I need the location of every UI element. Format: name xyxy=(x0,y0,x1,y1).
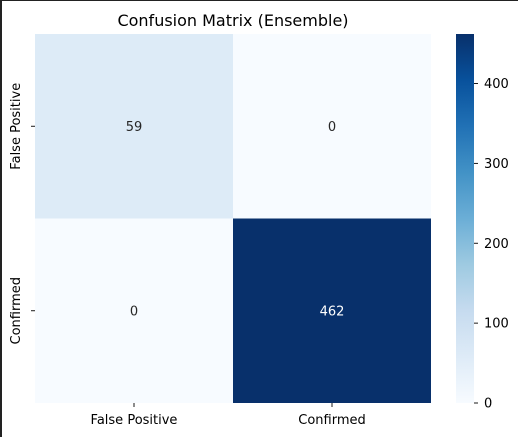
heatmap-cell xyxy=(233,218,431,403)
window-edge-top xyxy=(0,0,518,1)
colorbar-gradient xyxy=(456,34,474,403)
cell-value-label: 0 xyxy=(328,120,336,135)
heatmap-cell xyxy=(35,34,233,219)
y-tick-label: False Positive xyxy=(9,83,24,170)
colorbar-tick-label: 0 xyxy=(484,397,492,412)
colorbar-tick-label: 400 xyxy=(484,77,509,92)
x-axis: False Positive Confirmed xyxy=(91,403,366,428)
cell-annotations: 59 0 0 462 xyxy=(126,120,345,320)
heatmap-cells xyxy=(35,34,431,403)
heatmap-cell xyxy=(35,218,233,403)
y-axis: False Positive Confirmed xyxy=(9,83,35,345)
cell-value-label: 462 xyxy=(320,304,345,319)
chart-title: Confusion Matrix (Ensemble) xyxy=(117,11,348,30)
x-tick-label: Confirmed xyxy=(298,413,366,428)
window-edge-left xyxy=(0,0,2,437)
colorbar-tick-label: 200 xyxy=(484,237,509,252)
colorbar-tick-label: 300 xyxy=(484,157,509,172)
cell-value-label: 0 xyxy=(130,304,138,319)
cell-value-label: 59 xyxy=(126,120,143,135)
x-tick-label: False Positive xyxy=(91,413,178,428)
y-tick-label: Confirmed xyxy=(9,277,24,345)
colorbar-tick-label: 100 xyxy=(484,317,509,332)
heatmap-cell xyxy=(233,34,431,219)
colorbar: 0 100 200 300 400 xyxy=(456,34,509,412)
